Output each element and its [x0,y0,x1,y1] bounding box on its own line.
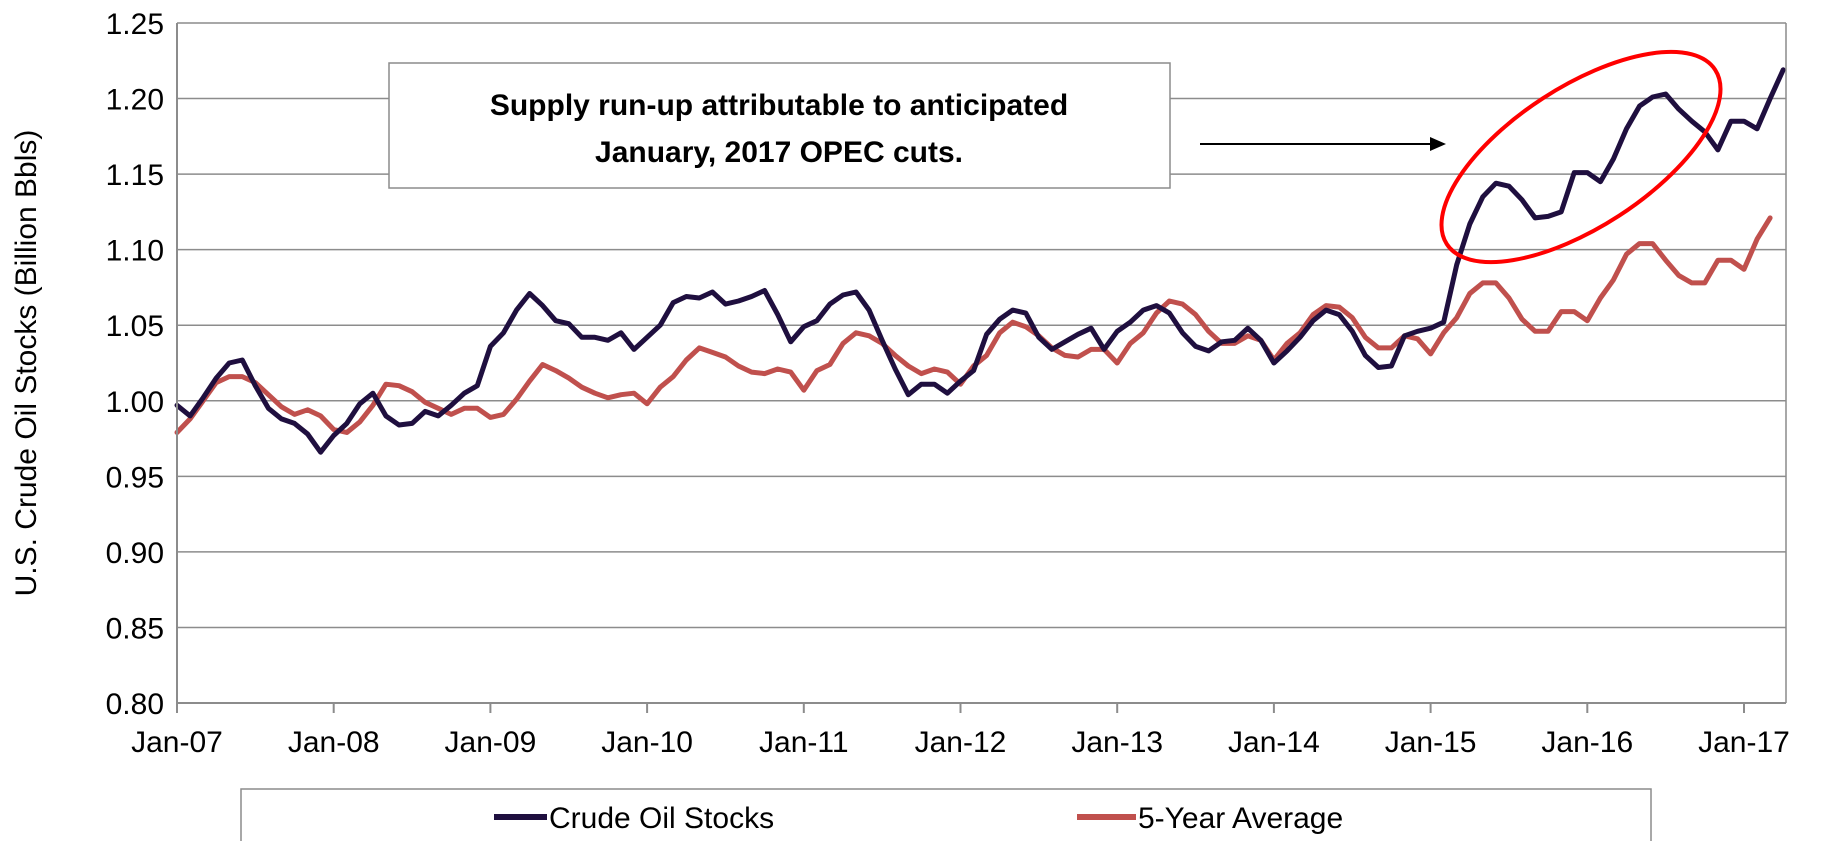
y-tick-label: 0.80 [106,688,164,721]
y-tick-label: 0.95 [106,461,164,494]
annotation-box [388,62,1171,189]
x-tick-label: Jan-09 [445,726,537,759]
y-tick-label: 1.25 [106,8,164,41]
x-tick-label: Jan-16 [1541,726,1633,759]
x-tick-labels: Jan-07 Jan-08 Jan-09 Jan-10 Jan-11 Jan-12 Jan-… [131,726,1790,759]
highlight-ellipse [1439,49,1723,265]
series-line-crude-oil-stocks [174,67,1786,455]
y-tick-label: 0.90 [106,537,164,570]
y-tick-label: 1.00 [106,386,164,419]
x-tick-label: Jan-17 [1698,726,1790,759]
y-tick-label: 1.10 [106,235,164,268]
x-tick-label: Jan-12 [915,726,1007,759]
x-tick-label: Jan-08 [288,726,380,759]
annotation-arrowhead [1430,137,1446,151]
annotation-line-2: January, 2017 OPEC cuts. [595,136,963,169]
y-tick-labels: 0.80 0.85 0.90 0.95 1.00 1.05 1.10 1.15 1.20 1.25 [106,8,164,721]
plot-lines [174,67,1786,455]
legend-label-5-year-average: 5-Year Average [1138,802,1343,835]
x-tick-label: Jan-15 [1385,726,1477,759]
y-tick-label: 1.15 [106,159,164,192]
x-tick-label: Jan-13 [1071,726,1163,759]
legend-label-crude-oil-stocks: Crude Oil Stocks [549,802,774,835]
legend-box [240,788,1652,841]
axes [176,23,1787,713]
x-tick-label: Jan-10 [601,726,693,759]
x-tick-label: Jan-14 [1228,726,1320,759]
y-axis-title: U.S. Crude Oil Stocks (Billion Bbls) [10,130,43,597]
annotation-line-1: Supply run-up attributable to anticipate… [490,89,1068,122]
y-tick-label: 1.20 [106,84,164,117]
y-tick-label: 0.85 [106,612,164,645]
y-tick-label: 1.05 [106,310,164,343]
x-tick-label: Jan-07 [131,726,223,759]
annotation-callout: Supply run-up attributable to anticipate… [388,49,1723,265]
x-tick-label: Jan-11 [759,726,849,759]
legend: Crude Oil Stocks 5-Year Average [240,788,1652,841]
